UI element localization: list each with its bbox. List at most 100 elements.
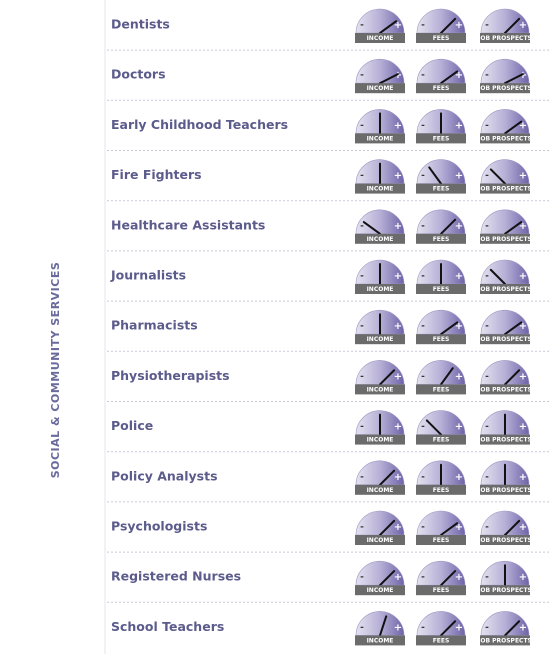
gauge-label: FEES: [433, 537, 450, 544]
gauge-dome: [416, 309, 466, 335]
gauge-label-bar: [416, 83, 466, 94]
gauge-label: INCOME: [367, 386, 394, 393]
gauge-needle: [379, 615, 388, 637]
gauge-label: INCOME: [367, 186, 394, 193]
gauge-high: +: [394, 371, 402, 382]
gauge-low: -: [485, 71, 489, 81]
gauge-label-bar: [480, 33, 530, 43]
gauge-label: JOB PROSPECTS: [477, 286, 532, 293]
occupation-name: Healthcare Assistants: [111, 217, 265, 232]
row: Journalists - +INCOME- +FEES- +JOB PROSPECTS: [107, 250, 550, 294]
gauge-high: +: [455, 622, 463, 633]
gauge-label-bar: [416, 334, 466, 345]
gauge-needle: [379, 73, 399, 85]
gauge-high: +: [394, 221, 402, 232]
gauge-needle: [504, 73, 524, 85]
row: Early Childhood Teachers - +INCOME- +FEES- +…: [107, 99, 550, 144]
gauge-label: INCOME: [367, 587, 394, 594]
gauge-low: -: [360, 121, 364, 131]
gauge-needle: [504, 519, 521, 536]
gauge-label-bar: [416, 33, 466, 43]
gauge-label-bar: [480, 434, 530, 445]
gauge-label: FEES: [433, 186, 450, 193]
gauge-label-bar: [480, 334, 530, 345]
gauge-high: +: [394, 321, 402, 332]
gauge-dome: [480, 259, 530, 285]
gauge-low: -: [360, 71, 364, 81]
gauge-label-bar: [416, 233, 466, 244]
gauge-label: INCOME: [367, 135, 394, 142]
gauge-label-bar: [480, 183, 530, 194]
gauge-needle: [440, 367, 454, 386]
gauge-low: -: [485, 21, 489, 31]
row: Police - +INCOME- +FEES- +JOB PROSPECTS: [107, 401, 550, 445]
gauge-label-bar: [416, 183, 466, 194]
gauge-needle: [379, 20, 398, 34]
gauge-low: -: [421, 372, 425, 382]
gauge-high: +: [519, 371, 527, 382]
gauge-label-bar: [480, 233, 530, 244]
gauge-low: -: [421, 523, 425, 533]
gauge-label: FEES: [433, 286, 450, 293]
gauge-low: -: [360, 422, 364, 432]
gauge-low: -: [360, 372, 364, 382]
gauge-high: +: [519, 120, 527, 131]
gauge-needle: [440, 218, 457, 235]
gauge-dome: [355, 611, 405, 636]
gauge-dome: [355, 360, 405, 385]
occupation-name: School Teachers: [111, 619, 224, 634]
gauge-dome: [480, 109, 530, 134]
gauge-label-bar: [480, 585, 530, 596]
gauge-dome: [355, 560, 405, 586]
gauge-needle: [362, 221, 381, 235]
gauge-label-bar: [480, 535, 530, 545]
gauge-needle: [504, 17, 521, 34]
gauge-low: -: [360, 21, 364, 31]
gauge-dome: [416, 58, 466, 84]
gauge-label-bar: [480, 484, 530, 495]
gauge-low: -: [485, 272, 489, 282]
gauge-label-bar: [416, 133, 466, 144]
gauge-label: INCOME: [367, 336, 394, 343]
gauge-label: FEES: [433, 386, 450, 393]
gauge-needle: [440, 17, 457, 34]
row: Dentists - +INCOME- +FEES- +JOB PROSPECTS: [111, 8, 532, 43]
gauge-label: FEES: [433, 135, 450, 142]
gauge-low: -: [485, 573, 489, 583]
gauge-high: +: [455, 221, 463, 232]
gauge-high: +: [455, 70, 463, 81]
gauge-high: +: [394, 472, 402, 483]
occupation-name: Police: [111, 418, 153, 433]
gauge-label: JOB PROSPECTS: [477, 637, 532, 644]
gauge-label-bar: [480, 284, 530, 294]
gauge-dome: [355, 8, 405, 34]
gauge-low: -: [485, 472, 489, 482]
gauge-label-bar: [355, 585, 405, 596]
gauge-high: +: [519, 572, 527, 583]
occupation-name: Journalists: [110, 268, 186, 283]
gauge-label-bar: [416, 384, 466, 395]
gauge-low: -: [421, 221, 425, 231]
gauge-high: +: [455, 422, 463, 433]
gauge-high: +: [455, 20, 463, 31]
gauge-high: +: [519, 221, 527, 232]
gauge-label-bar: [355, 384, 405, 395]
row: Fire Fighters - +INCOME- +FEES- +JOB PROSPEC…: [107, 150, 550, 194]
gauge-high: +: [394, 70, 402, 81]
gauge-label: JOB PROSPECTS: [477, 537, 532, 544]
occupation-name: Policy Analysts: [111, 468, 218, 483]
gauge-low: -: [421, 322, 425, 332]
gauge-label-bar: [355, 183, 405, 194]
gauge-low: -: [421, 422, 425, 432]
gauge-label-bar: [355, 434, 405, 445]
gauge-label: JOB PROSPECTS: [477, 85, 532, 92]
gauge-high: +: [455, 522, 463, 533]
gauge-high: +: [394, 522, 402, 533]
gauge-high: +: [455, 371, 463, 382]
gauge-high: +: [455, 472, 463, 483]
gauge-label: JOB PROSPECTS: [477, 386, 532, 393]
gauge-low: -: [421, 472, 425, 482]
gauge-high: +: [394, 271, 402, 282]
gauge-label-bar: [355, 635, 405, 646]
gauge-low: -: [360, 523, 364, 533]
